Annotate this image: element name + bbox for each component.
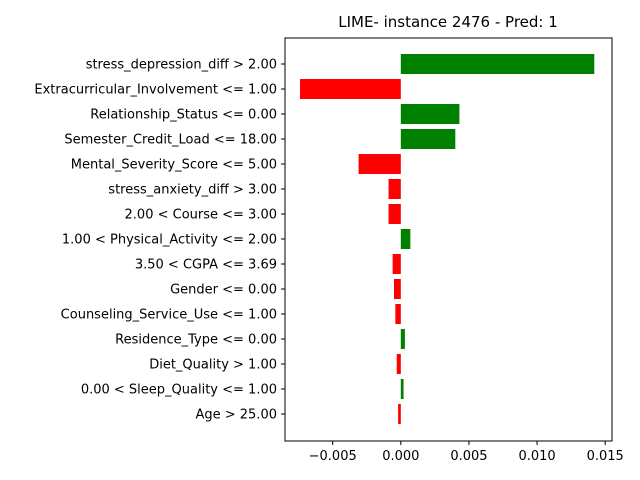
category-label: 3.50 < CGPA <= 3.69	[135, 258, 277, 273]
category-label: Mental_Severity_Score <= 5.00	[71, 158, 277, 173]
category-label: Semester_Credit_Load <= 18.00	[64, 133, 277, 148]
bar-2	[400, 104, 460, 124]
category-label: Residence_Type <= 0.00	[115, 333, 277, 348]
category-label: 0.00 < Sleep_Quality <= 1.00	[81, 383, 277, 398]
x-tick-label: 0.000	[382, 449, 419, 464]
category-label: Age > 25.00	[195, 408, 277, 423]
category-label: 1.00 < Physical_Activity <= 2.00	[62, 233, 277, 248]
x-tick-label: 0.015	[587, 449, 624, 464]
bar-4	[358, 154, 401, 174]
bars-group	[299, 54, 595, 424]
category-label: Relationship_Status <= 0.00	[90, 108, 277, 123]
bar-10	[395, 304, 401, 324]
x-tick-label: −0.005	[309, 449, 357, 464]
bar-0	[400, 54, 595, 74]
chart-title: LIME- instance 2476 - Pred: 1	[338, 13, 558, 31]
bar-8	[392, 254, 401, 274]
category-label: Counseling_Service_Use <= 1.00	[61, 308, 277, 323]
bar-11	[400, 329, 405, 349]
bar-1	[299, 79, 401, 99]
category-label: stress_anxiety_diff > 3.00	[108, 183, 277, 198]
bar-6	[388, 204, 401, 224]
plot-frame	[284, 37, 613, 442]
category-label: Gender <= 0.00	[170, 283, 277, 298]
bar-13	[400, 379, 404, 399]
category-label: stress_depression_diff > 2.00	[86, 58, 277, 73]
bar-5	[388, 179, 401, 199]
bar-7	[400, 229, 411, 249]
x-tick-label: 0.005	[450, 449, 487, 464]
category-label: Extracurricular_Involvement <= 1.00	[34, 83, 277, 98]
category-labels: stress_depression_diff > 2.00 Extracurric…	[34, 58, 285, 423]
category-label: 2.00 < Course <= 3.00	[125, 208, 277, 223]
x-tick-label: 0.010	[518, 449, 555, 464]
category-label: Diet_Quality > 1.00	[149, 358, 277, 373]
bar-14	[398, 404, 401, 424]
bar-3	[400, 129, 456, 149]
bar-12	[396, 354, 401, 374]
bar-9	[394, 279, 401, 299]
x-axis-ticks: −0.005 0.000 0.005 0.010 0.015	[309, 441, 624, 464]
